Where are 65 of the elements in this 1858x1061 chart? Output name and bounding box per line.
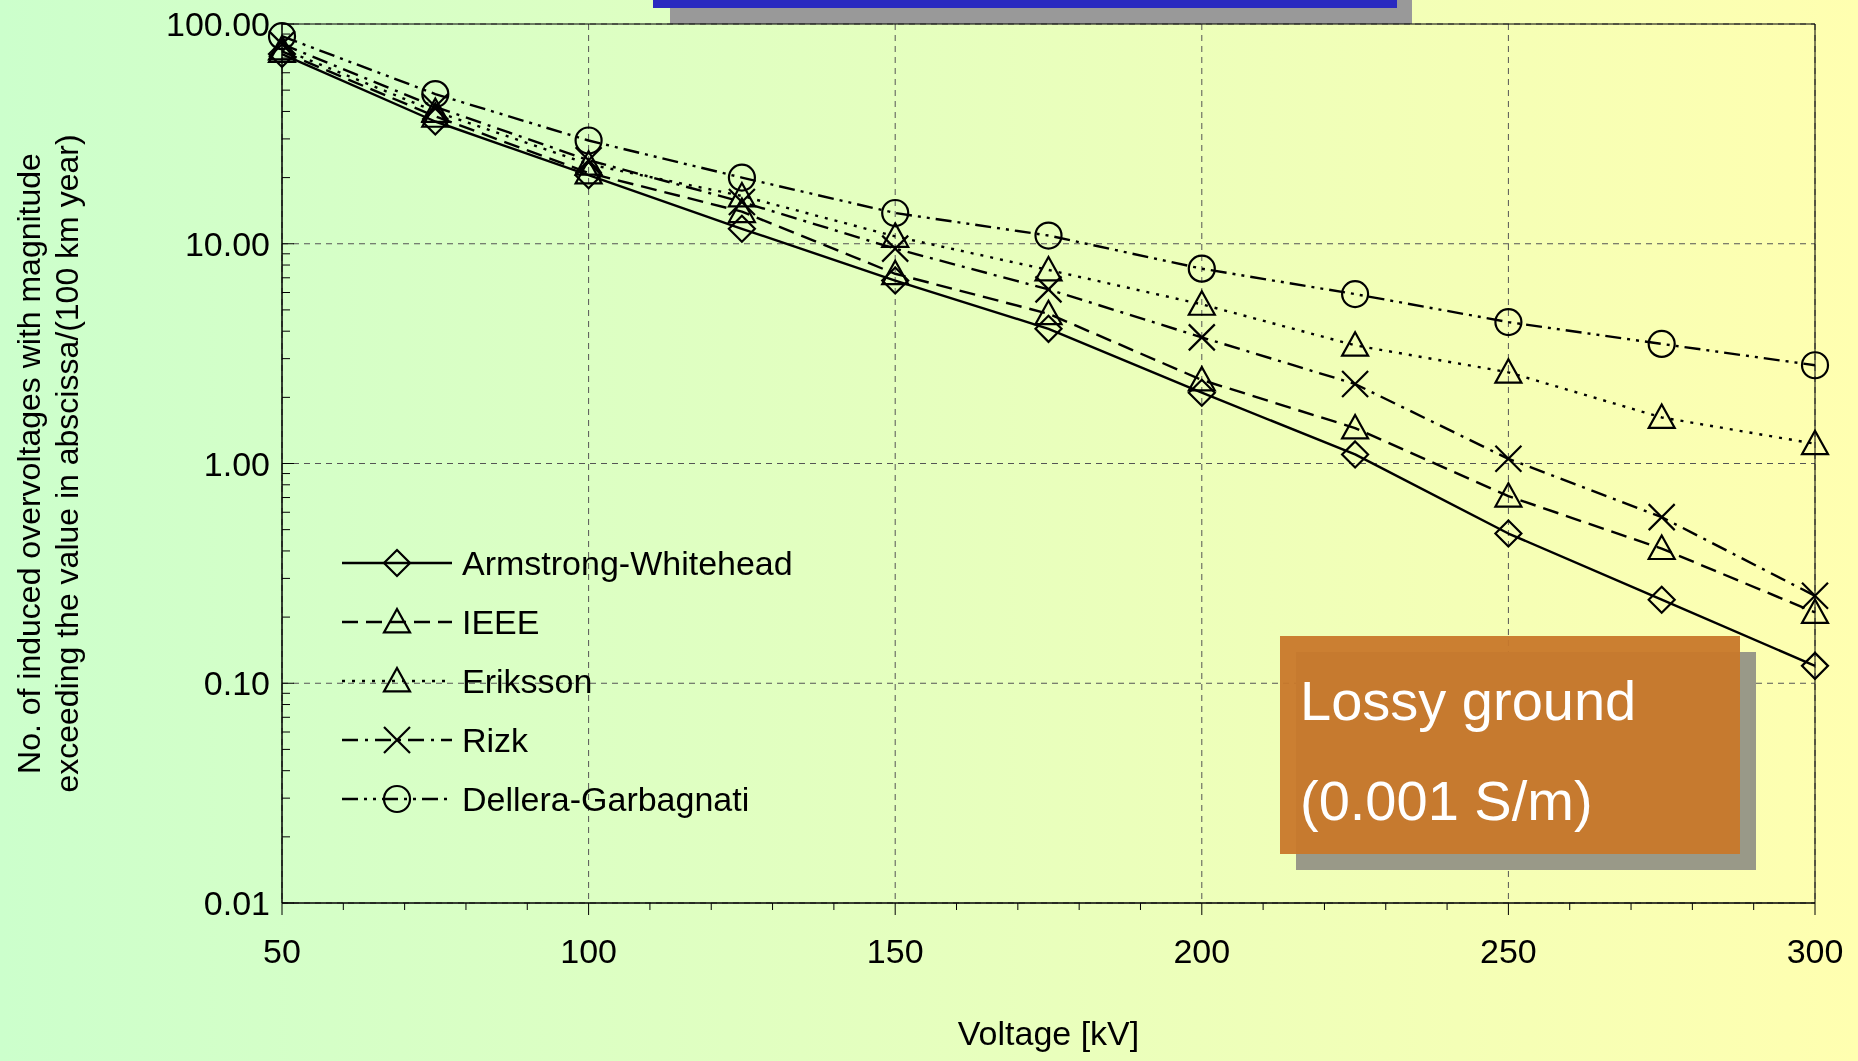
point <box>1494 444 1523 473</box>
point <box>1494 358 1523 384</box>
point <box>1647 503 1676 532</box>
point <box>1034 299 1063 326</box>
point <box>881 234 910 263</box>
point <box>881 266 910 295</box>
point <box>1800 429 1830 456</box>
point <box>1187 254 1216 283</box>
point <box>881 259 910 286</box>
point <box>1494 519 1523 548</box>
point <box>1187 290 1216 316</box>
y-tick-label: 0.10 <box>203 664 270 703</box>
point <box>1800 351 1830 380</box>
x-tick-label: 150 <box>866 932 924 970</box>
point <box>1341 440 1370 469</box>
point <box>421 79 450 109</box>
point <box>574 126 603 155</box>
y-axis-title: No. of induced overvoltages with magnitude exceeding the value in abscissa/(100 km year) <box>11 134 85 793</box>
point <box>1341 331 1370 357</box>
point <box>1800 581 1830 610</box>
x-tick-label: 100 <box>560 932 617 970</box>
legend-label: IEEE <box>462 603 540 641</box>
y-tick-label: 1.00 <box>203 444 270 483</box>
point <box>1647 329 1676 359</box>
point <box>1647 534 1676 561</box>
point <box>1494 482 1523 508</box>
point <box>421 92 450 121</box>
y-tick-label: 10.00 <box>184 224 270 263</box>
point <box>727 181 756 208</box>
point <box>727 187 756 217</box>
point <box>421 97 450 123</box>
x-tick-label: 50 <box>263 932 301 970</box>
legend-label: Eriksson <box>462 662 593 700</box>
point <box>267 22 297 51</box>
point <box>574 158 603 185</box>
point <box>1647 585 1676 614</box>
x-axis-title: Voltage [kV] <box>957 1014 1140 1052</box>
point <box>1034 314 1063 343</box>
y-tick-label: 0.01 <box>203 884 270 922</box>
point <box>1187 378 1216 407</box>
point <box>881 198 910 228</box>
x-tick-label: 200 <box>1173 932 1231 970</box>
legend-label: Rizk <box>462 721 530 759</box>
point <box>881 222 910 248</box>
legend-label: Armstrong-Whitehead <box>462 544 793 582</box>
point <box>1647 403 1676 429</box>
x-tick-label: 300 <box>1786 932 1844 970</box>
point <box>1034 221 1063 250</box>
point <box>1341 280 1370 309</box>
x-tick-label: 250 <box>1480 932 1537 970</box>
point <box>727 163 756 192</box>
point <box>1800 598 1830 624</box>
legend-label: Dellera-Garbagnati <box>462 780 750 818</box>
point <box>1800 651 1830 680</box>
point <box>1187 365 1216 392</box>
y-tick-label: 100.00 <box>166 5 270 43</box>
point <box>1341 369 1370 399</box>
point <box>727 214 756 243</box>
point <box>1034 275 1063 304</box>
point <box>1034 255 1063 282</box>
annotation: Lossy ground (0.001 S/m) <box>1300 669 1637 832</box>
point <box>1187 323 1216 352</box>
point <box>727 197 756 224</box>
point <box>1341 413 1370 440</box>
point <box>1494 308 1523 337</box>
